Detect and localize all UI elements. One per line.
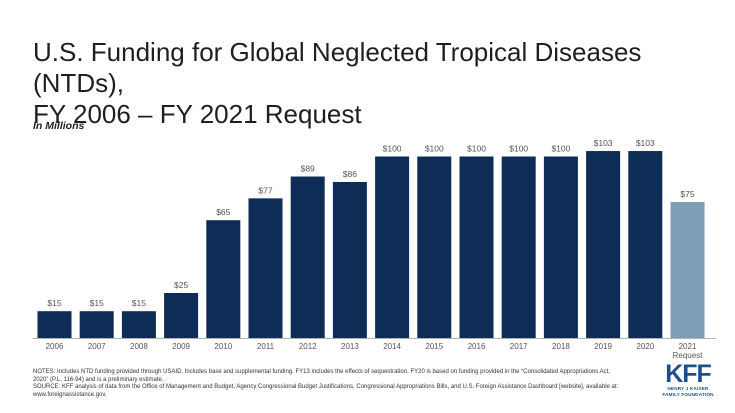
source-line-2: www.foreignassistance.gov. [33, 391, 107, 398]
notes-line-2: 2020” (P.L. 116-94) and is a preliminary… [33, 376, 164, 383]
value-label-2007: $15 [90, 298, 104, 308]
x-tick-label-2014: 2014 [383, 342, 401, 351]
x-tick-label-2006: 2006 [46, 342, 64, 351]
value-label-2019: $103 [594, 138, 613, 148]
value-label-2006: $15 [47, 298, 61, 308]
bar-2012 [290, 176, 325, 339]
notes-line-1: NOTES: Includes NTD funding provided thr… [33, 369, 610, 375]
value-label-2016: $100 [467, 144, 486, 154]
bar-2014 [375, 156, 410, 339]
x-tick-label-2011: 2011 [257, 342, 275, 351]
chart-subtitle: In Millions [33, 120, 85, 132]
x-tick-label-2020: 2020 [636, 342, 654, 351]
x-tick-label-2009: 2009 [172, 342, 190, 351]
chart-title-line-2: FY 2006 – FY 2021 Request [33, 99, 362, 129]
chart-notes: NOTES: Includes NTD funding provided thr… [33, 369, 633, 399]
value-label-2012: $89 [301, 164, 315, 174]
logo-subtext: HENRY J KAISER FAMILY FOUNDATION [658, 386, 718, 397]
bar-2013 [332, 181, 367, 339]
logo-subtext-line-2: FAMILY FOUNDATION [662, 391, 714, 397]
chart-title: U.S. Funding for Global Neglected Tropic… [33, 37, 723, 130]
source-line-1: SOURCE: KFF analysis of data from the Of… [33, 384, 619, 391]
bar-2019 [586, 151, 621, 339]
x-tick-label-2015: 2015 [425, 342, 443, 351]
bar-2016 [459, 156, 494, 339]
x-tick-label-2013: 2013 [341, 342, 359, 351]
chart-title-line-1: U.S. Funding for Global Neglected Tropic… [33, 37, 642, 98]
value-label-2017: $100 [509, 144, 528, 154]
bar-chart: $15 2006 $15 2007 $15 2008 $25 2009 $65 2010 $77 20… [33, 138, 716, 360]
x-tick-label-2021: 2021 Request [673, 342, 704, 360]
x-tick-label-2019: 2019 [594, 342, 612, 351]
value-label-2014: $100 [383, 144, 402, 154]
bar-2006 [37, 311, 72, 339]
x-tick-label-2007: 2007 [88, 342, 106, 351]
logo-mark: KFF [665, 360, 712, 388]
bar-2021 [670, 202, 705, 339]
x-tick-label-2012: 2012 [299, 342, 317, 351]
value-label-2020: $103 [636, 138, 655, 148]
bar-2010 [206, 220, 241, 339]
value-label-2011: $77 [258, 185, 272, 195]
bar-2007 [79, 311, 114, 339]
bar-2020 [628, 151, 663, 339]
value-label-2018: $100 [551, 144, 570, 154]
x-tick-label-2008: 2008 [130, 342, 148, 351]
bar-2015 [417, 156, 452, 339]
value-label-2010: $65 [216, 207, 230, 217]
x-tick-label-2018: 2018 [552, 342, 570, 351]
bar-2018 [543, 156, 578, 339]
bar-2017 [501, 156, 536, 339]
value-label-2013: $86 [343, 169, 357, 179]
value-label-2021: $75 [680, 189, 694, 199]
x-tick-label-2010: 2010 [214, 342, 232, 351]
logo-subtext-line-1: HENRY J KAISER [667, 386, 709, 391]
bar-2011 [248, 198, 283, 339]
bar-2009 [164, 293, 199, 339]
x-tick-label-2017: 2017 [510, 342, 528, 351]
x-tick-label-2016: 2016 [468, 342, 486, 351]
bar-2008 [121, 311, 156, 339]
kff-logo: KFF HENRY J KAISER FAMILY FOUNDATION [658, 362, 718, 397]
value-label-2009: $25 [174, 280, 188, 290]
value-label-2015: $100 [425, 144, 444, 154]
value-label-2008: $15 [132, 298, 146, 308]
